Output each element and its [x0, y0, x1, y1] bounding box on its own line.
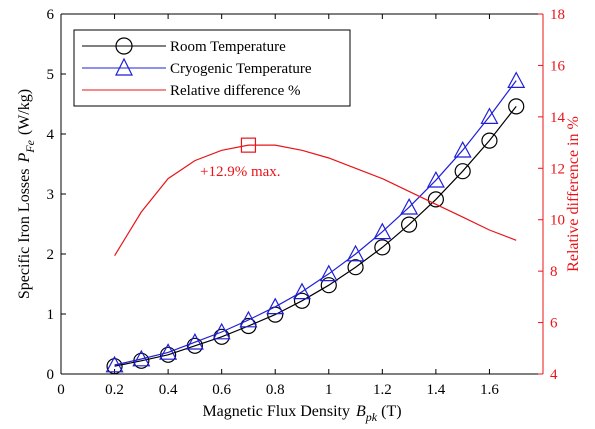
y-tick-label: 2 [47, 247, 55, 263]
series-line [114, 144, 517, 257]
y-tick-label: 4 [47, 127, 55, 143]
legend-item-room: Room Temperature [82, 37, 286, 55]
y-tick-label: 0 [47, 367, 55, 383]
legend-label-relative: Relative difference % [170, 83, 301, 99]
x-tick-label: 0.4 [159, 382, 178, 398]
legend-item-relative: Relative difference % [82, 83, 301, 99]
annotation: +12.9% max. [200, 137, 281, 180]
y2-tick-label: 12 [550, 161, 565, 177]
data-point-circle [427, 191, 444, 208]
y2-tick-label: 8 [550, 264, 558, 280]
y2-tick-label: 14 [550, 110, 566, 126]
x-axis-subscript: pk [365, 410, 378, 424]
x-tick-label: 1.4 [427, 382, 446, 398]
data-point-triangle [480, 107, 499, 125]
data-point-circle [347, 259, 364, 276]
x-tick-label: 0.6 [212, 382, 231, 398]
legend-marker-triangle [115, 57, 133, 76]
data-point-circle [293, 292, 311, 309]
data-point-circle [401, 216, 418, 233]
x-axis-unit: (T) [381, 403, 401, 420]
legend-label-room: Room Temperature [170, 39, 286, 55]
data-point-triangle [319, 264, 338, 282]
y2-tick-label: 6 [550, 316, 558, 332]
y-axis-label: Specific Iron Losses PFe (W/kg) [16, 89, 37, 299]
x-tick-label: 1 [325, 382, 333, 398]
data-point-triangle [400, 197, 419, 215]
x-tick-label: 0.2 [105, 382, 124, 398]
annotation-text: +12.9% max. [200, 164, 281, 180]
data-point-triangle [266, 297, 285, 315]
y2-axis-label: Relative difference in % [565, 116, 582, 272]
legend: Room Temperature Cryogenic Temperature R… [73, 29, 351, 107]
data-point-triangle [239, 310, 258, 328]
x-tick-label: 0 [57, 382, 65, 398]
legend-label-cryo: Cryogenic Temperature [170, 61, 312, 77]
data-point-circle [320, 277, 337, 294]
y-tick-label: 6 [47, 7, 55, 23]
axis-ticks: 0 0.2 0.4 0.6 0.8 1 1.2 1.4 1.601234564681012141… [47, 7, 566, 398]
x-axis-label: Magnetic Flux Density Bpk (T) [202, 403, 401, 424]
y-tick-label: 5 [47, 67, 55, 83]
y-axis-subscript: Fe [23, 139, 37, 153]
y2-tick-label: 16 [550, 58, 566, 74]
y-axis-unit: (W/kg) [16, 89, 33, 135]
data-point-triangle [159, 343, 178, 360]
data-point-triangle [453, 140, 472, 158]
legend-marker-circle [115, 37, 133, 55]
data-point-triangle [292, 282, 312, 300]
max-marker-square [240, 137, 257, 153]
series-layer [105, 71, 526, 375]
data-point-triangle [426, 170, 445, 188]
y2-tick-label: 18 [550, 7, 565, 23]
data-point-triangle [346, 244, 365, 262]
data-point-triangle [105, 355, 124, 373]
data-point-circle [186, 337, 203, 354]
x-axis-symbol: B [356, 403, 366, 420]
x-axis-label-text: Magnetic Flux Density [202, 403, 350, 420]
series-line [114, 80, 517, 366]
data-point-circle [374, 239, 391, 256]
y2-tick-label: 4 [550, 367, 558, 383]
data-point-triangle [132, 349, 151, 367]
data-point-circle [508, 98, 525, 115]
data-point-circle [481, 132, 498, 149]
y-tick-label: 3 [47, 187, 55, 203]
x-tick-label: 1.6 [480, 382, 499, 398]
y-tick-label: 1 [47, 307, 55, 323]
series-relative-difference [114, 144, 517, 257]
data-point-triangle [507, 71, 526, 89]
x-tick-label: 0.8 [266, 382, 285, 398]
legend-item-cryo: Cryogenic Temperature [82, 57, 312, 77]
data-point-triangle [373, 222, 392, 240]
data-point-triangle [212, 322, 231, 340]
data-point-triangle [185, 332, 204, 350]
series-line [114, 106, 517, 367]
y-axis-symbol: P [16, 153, 33, 164]
data-point-circle [106, 358, 123, 375]
data-point-circle [454, 163, 471, 180]
series-cryogenic-temperature [105, 71, 526, 373]
y2-tick-label: 10 [550, 213, 565, 229]
y-axis-label-text: Specific Iron Losses [16, 169, 33, 300]
x-tick-label: 1.2 [373, 382, 392, 398]
series-room-temperature [106, 98, 525, 375]
